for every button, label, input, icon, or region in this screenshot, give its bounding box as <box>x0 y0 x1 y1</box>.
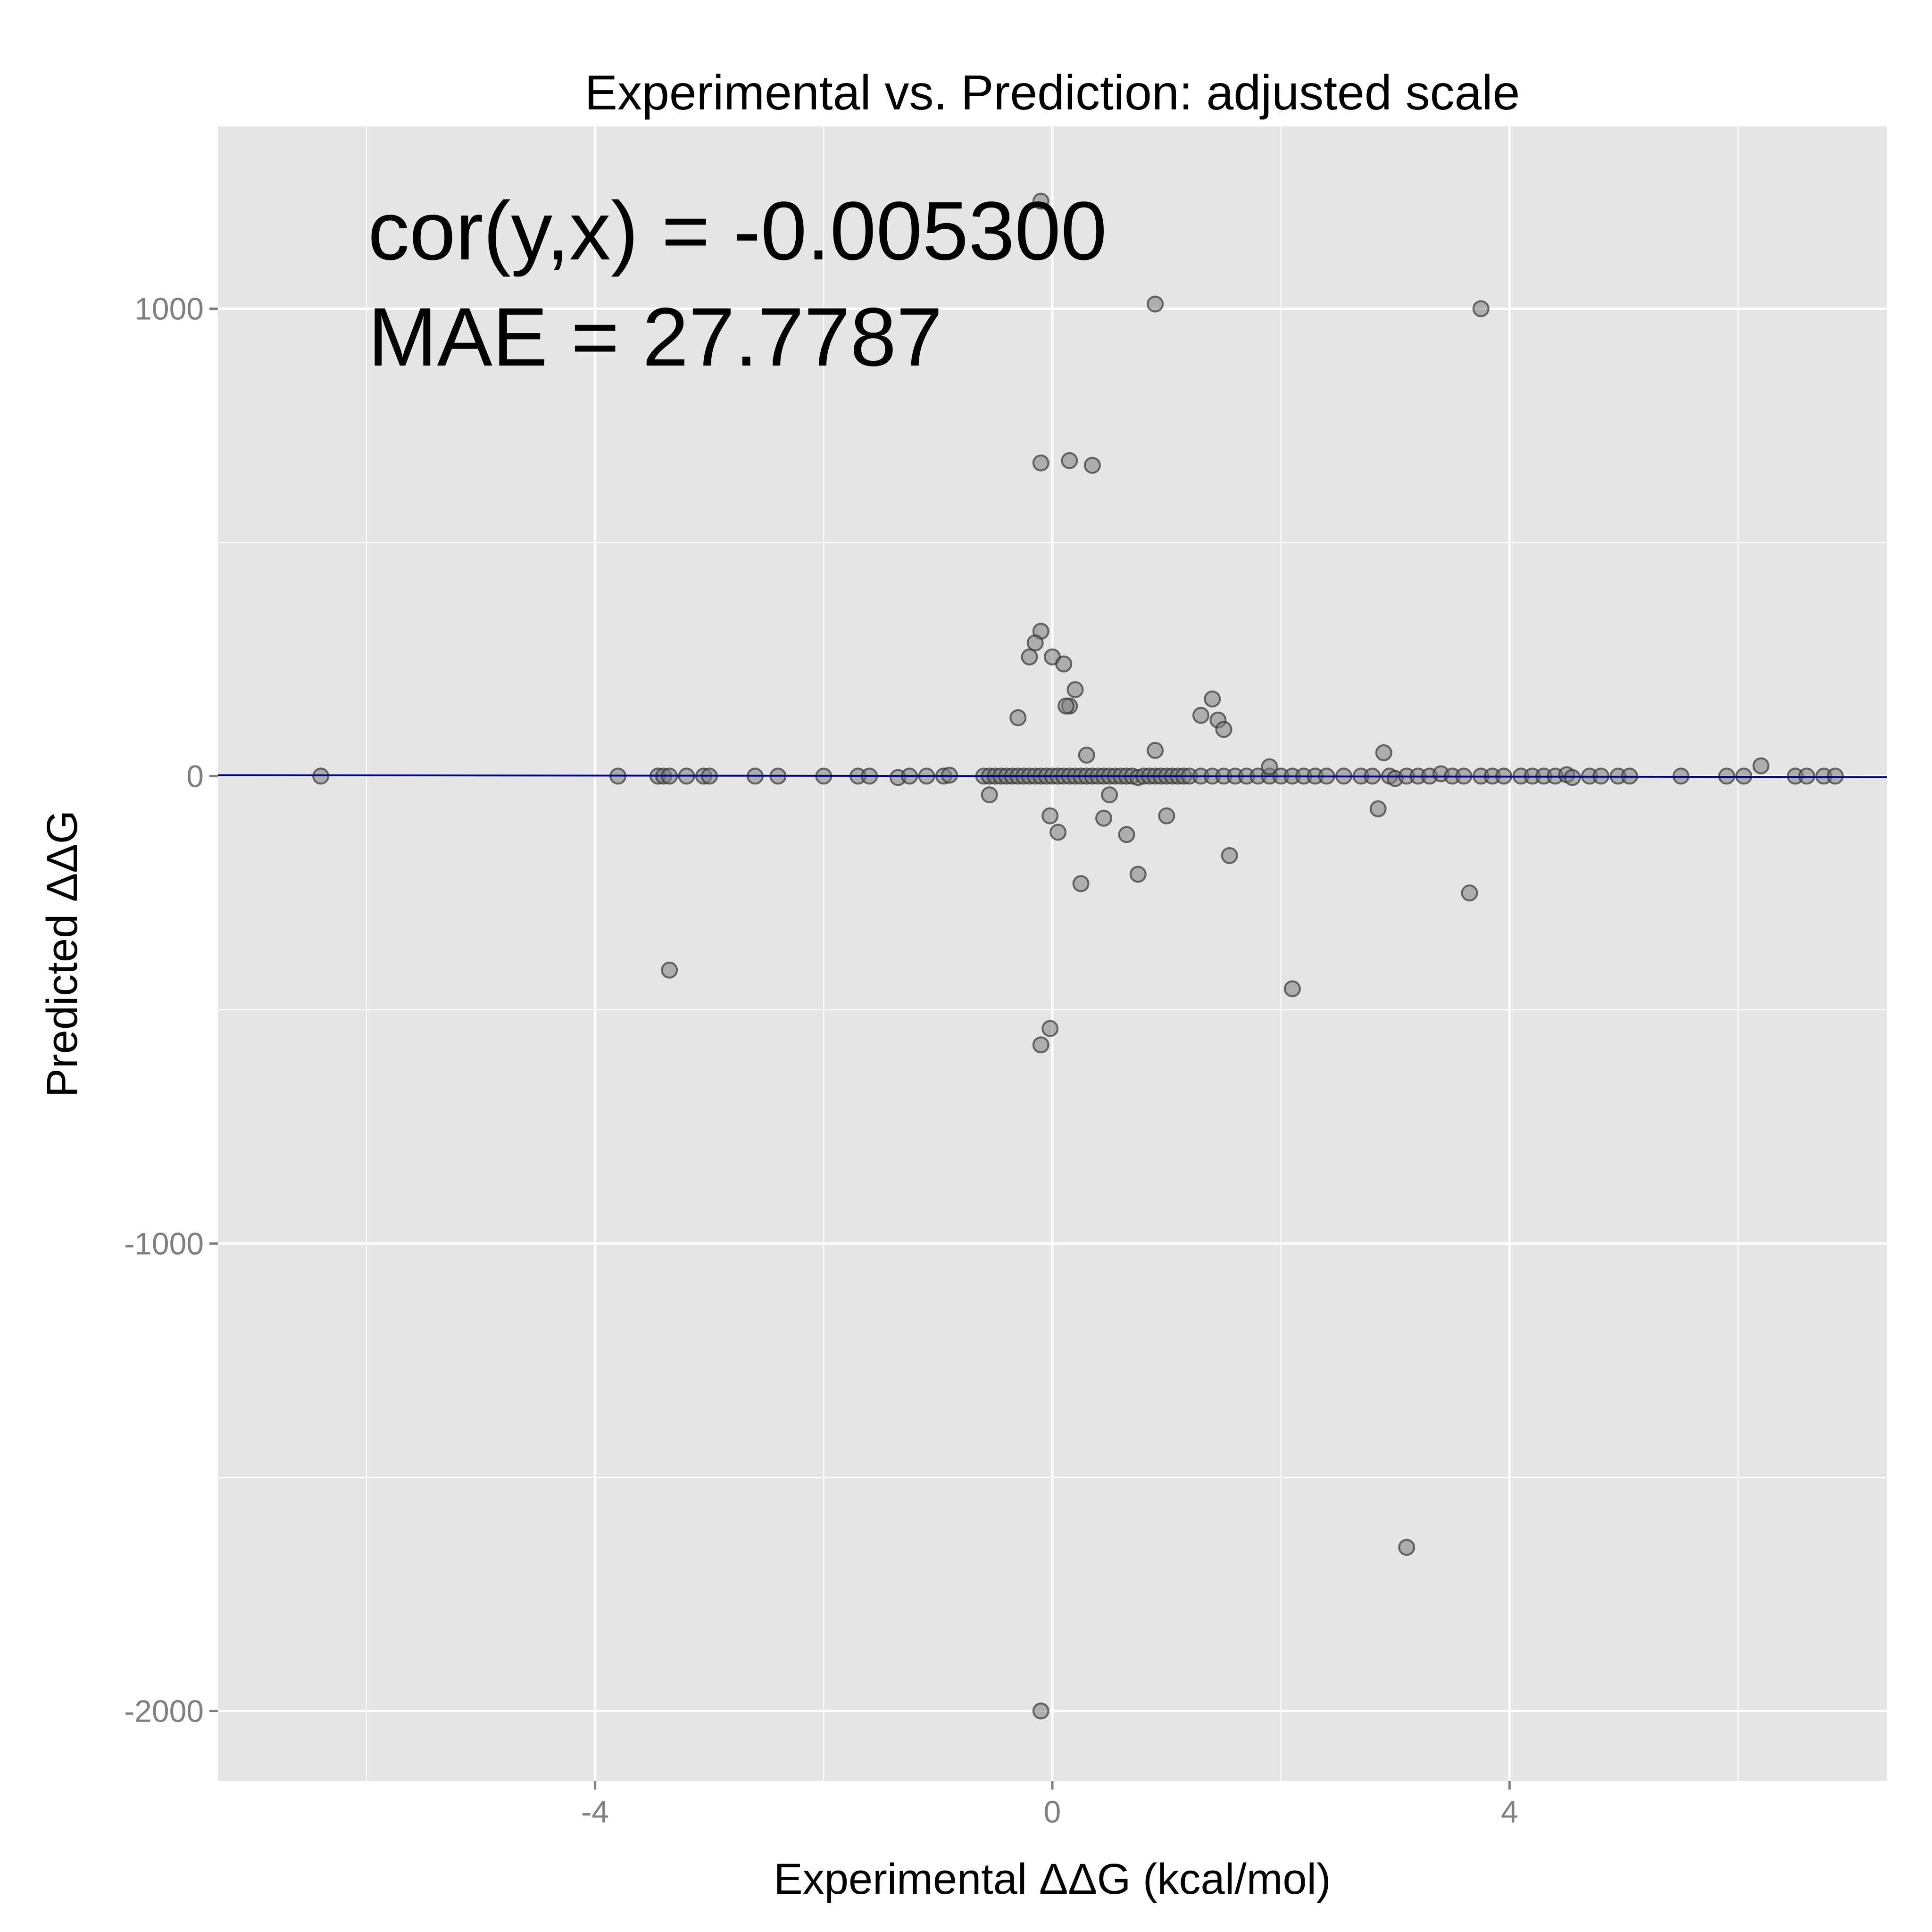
data-point <box>1461 884 1478 902</box>
data-point <box>1147 741 1164 759</box>
data-point <box>1041 1020 1059 1037</box>
data-point <box>1026 634 1044 652</box>
y-tick-label: -1000 <box>124 1226 204 1261</box>
mae-annotation: MAE = 27.7787 <box>368 291 942 383</box>
data-point <box>1398 1539 1416 1556</box>
data-point <box>1009 709 1027 726</box>
data-point <box>1072 875 1090 892</box>
x-tick-label: -4 <box>581 1794 609 1829</box>
data-point <box>1078 746 1095 764</box>
major-gridlines <box>218 126 1887 1781</box>
data-point <box>1192 707 1210 724</box>
data-point <box>1283 980 1301 998</box>
data-point <box>1032 454 1049 472</box>
data-point <box>1066 681 1084 699</box>
data-point <box>1021 648 1038 666</box>
data-point <box>981 786 998 804</box>
x-tick-label: 4 <box>1501 1794 1518 1829</box>
data-point <box>1049 824 1067 841</box>
fit-line <box>217 774 1887 778</box>
data-point <box>1118 826 1135 843</box>
chart-title: Experimental vs. Prediction: adjusted sc… <box>585 66 1520 120</box>
data-point <box>1041 807 1059 824</box>
y-axis-title: Predicted ΔΔG <box>38 810 86 1098</box>
correlation-annotation: cor(y,x) = -0.005300 <box>368 185 1107 277</box>
data-point <box>1158 807 1175 824</box>
data-point <box>1083 457 1101 474</box>
data-point <box>1032 1036 1049 1054</box>
data-point <box>1375 744 1392 761</box>
axis-ticks: -4 0 4 -2000 -1000 0 1000 <box>124 291 1518 1829</box>
data-point <box>1129 866 1147 883</box>
data-point <box>1261 758 1278 775</box>
data-point <box>1369 800 1387 817</box>
data-point <box>1058 697 1075 715</box>
data-point <box>1221 847 1238 864</box>
data-point <box>1032 1702 1049 1720</box>
data-point <box>1147 295 1164 313</box>
y-tick-label: -2000 <box>124 1693 204 1728</box>
data-point <box>1055 655 1073 673</box>
data-point <box>1095 809 1113 827</box>
data-point <box>1752 757 1770 774</box>
y-tick-label: 0 <box>186 758 204 793</box>
data-point <box>1032 192 1049 210</box>
data-point <box>1204 690 1221 708</box>
data-point <box>661 961 678 979</box>
data-point <box>1101 786 1118 804</box>
x-axis-title: Experimental ΔΔG (kcal/mol) <box>774 1855 1331 1903</box>
data-point <box>1472 300 1490 317</box>
x-tick-label: 0 <box>1044 1794 1061 1829</box>
data-point <box>1061 452 1078 469</box>
data-point <box>1215 721 1232 738</box>
y-tick-label: 1000 <box>134 291 204 326</box>
